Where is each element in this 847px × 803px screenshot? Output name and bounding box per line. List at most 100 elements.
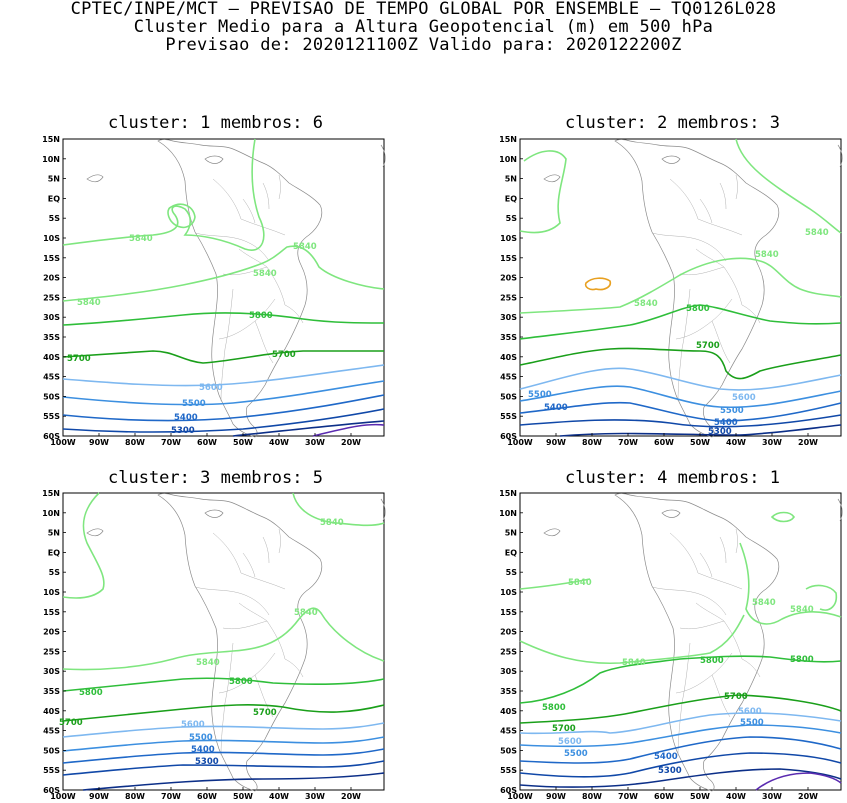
lat-tick-label: 5N (505, 175, 517, 184)
contour-label: 5800 (79, 688, 103, 698)
contour-5800 (519, 304, 842, 340)
contour-5700 (519, 347, 842, 380)
lon-tick-label: 30W (305, 438, 325, 447)
lat-tick-label: 40S (500, 353, 517, 362)
contour-label: 5400 (544, 403, 568, 413)
lat-tick-label: 55S (43, 766, 60, 775)
contour-label: 5400 (654, 752, 678, 762)
lon-tick-label: 60W (654, 792, 674, 801)
lon-tick-label: 90W (89, 792, 109, 801)
lon-tick-label: 80W (125, 438, 145, 447)
lon-tick-label: 60W (654, 438, 674, 447)
lat-tick-label: 20S (43, 628, 60, 637)
axis-ticks: 15N 10N 5N EQ 5S 10S 15S 20S 25S 30S 35S 40S 45S 50S 5… (499, 489, 818, 801)
lat-tick-label: 30S (43, 667, 60, 676)
contour-5840 (805, 584, 838, 611)
lon-tick-label: 50W (233, 438, 253, 447)
contour-5200 (82, 772, 385, 791)
lon-tick-label: 30W (762, 438, 782, 447)
axis-ticks: 15N 10N 5N EQ 5S 10S 15S 20S 25S 30S 35S 40S 45S 50S 5… (42, 489, 361, 801)
contour-5840 (62, 138, 265, 251)
lon-tick-label: 30W (305, 792, 325, 801)
axis-ticks: 15N 10N 5N EQ 5S 10S 15S 20S 25S 30S 35S 40S 45S 50S 5… (499, 135, 818, 447)
contour-5600 (519, 367, 842, 391)
lat-tick-label: 15S (43, 254, 60, 263)
lat-tick-label: 5N (48, 175, 60, 184)
contour-5880 (584, 277, 612, 291)
panel-4: 5840 5840 5840 5840 5800 5800 5800 5700 … (499, 489, 843, 801)
contour-label: 5700 (59, 718, 83, 728)
contour-5300 (519, 414, 842, 428)
lat-tick-label: 15S (500, 254, 517, 263)
contour-label: 5500 (740, 718, 764, 728)
contour-5500 (62, 736, 385, 752)
lat-tick-label: 50S (500, 746, 517, 755)
contour-5840 (167, 203, 196, 229)
lat-tick-label: 10N (499, 509, 517, 518)
lat-tick-label: 30S (43, 313, 60, 322)
contour-5840 (739, 542, 842, 625)
contour-label: 5400 (191, 745, 215, 755)
lat-tick-label: 10S (500, 234, 517, 243)
contour-5300 (62, 760, 385, 776)
lat-tick-label: 25S (500, 647, 517, 656)
lon-tick-label: 90W (89, 438, 109, 447)
contour-5840 (519, 578, 591, 590)
contour-label: 5400 (714, 418, 738, 428)
contour-label: 5840 (752, 598, 776, 608)
panel-1-title: cluster: 1 membros: 6 (108, 113, 323, 133)
contour-label: 5500 (189, 733, 213, 743)
contour-5100 (312, 423, 385, 437)
lat-tick-label: 60S (43, 786, 60, 795)
contour-label: 5840 (755, 250, 779, 260)
lat-tick-label: 15N (499, 489, 517, 498)
lat-tick-label: 40S (43, 707, 60, 716)
lon-tick-label: 100W (50, 438, 76, 447)
panel-2-title: cluster: 2 membros: 3 (565, 113, 780, 133)
lon-tick-label: 80W (125, 792, 145, 801)
lat-tick-label: EQ (48, 548, 60, 557)
lon-tick-label: 80W (582, 438, 602, 447)
lat-tick-label: 15N (42, 135, 60, 144)
lon-tick-label: 50W (690, 438, 710, 447)
lat-tick-label: 50S (500, 392, 517, 401)
contour-5700 (62, 704, 385, 722)
lat-tick-label: 5S (49, 214, 61, 223)
contour-5840 (62, 245, 385, 302)
lon-tick-label: 40W (269, 438, 289, 447)
lat-tick-label: 5S (49, 568, 61, 577)
contour-5500 (519, 724, 842, 748)
contour-5800 (62, 312, 385, 326)
lat-tick-label: 15N (42, 489, 60, 498)
lat-tick-label: 55S (500, 412, 517, 421)
lat-tick-label: 60S (500, 432, 517, 441)
contour-5100 (755, 772, 842, 791)
contour-label: 5700 (696, 341, 720, 351)
lat-tick-label: 35S (43, 333, 60, 342)
lat-tick-label: 55S (43, 412, 60, 421)
contour-label: 5600 (199, 383, 223, 393)
lat-tick-label: EQ (505, 194, 517, 203)
lat-tick-label: 10S (43, 234, 60, 243)
lat-tick-label: 25S (43, 647, 60, 656)
contour-label: 5800 (686, 304, 710, 314)
lat-tick-label: 10S (43, 588, 60, 597)
lat-tick-label: 30S (500, 313, 517, 322)
contour-5600 (519, 712, 842, 735)
lat-tick-label: 25S (500, 293, 517, 302)
lon-tick-label: 20W (341, 792, 361, 801)
lat-tick-label: 30S (500, 667, 517, 676)
lon-tick-label: 60W (197, 438, 217, 447)
contour-5500 (62, 380, 385, 406)
lat-tick-label: 40S (500, 707, 517, 716)
header-subtitle: Cluster Medio para a Altura Geopotencial… (133, 17, 714, 37)
contour-5840 (519, 150, 567, 234)
contour-label: 5300 (658, 766, 682, 776)
contour-label: 5700 (67, 354, 91, 364)
lon-tick-label: 80W (582, 792, 602, 801)
lon-tick-label: 70W (161, 438, 181, 447)
lon-tick-label: 20W (798, 438, 818, 447)
lat-tick-label: 50S (43, 746, 60, 755)
contour-label: 5840 (294, 608, 318, 618)
lat-tick-label: 45S (43, 373, 60, 382)
